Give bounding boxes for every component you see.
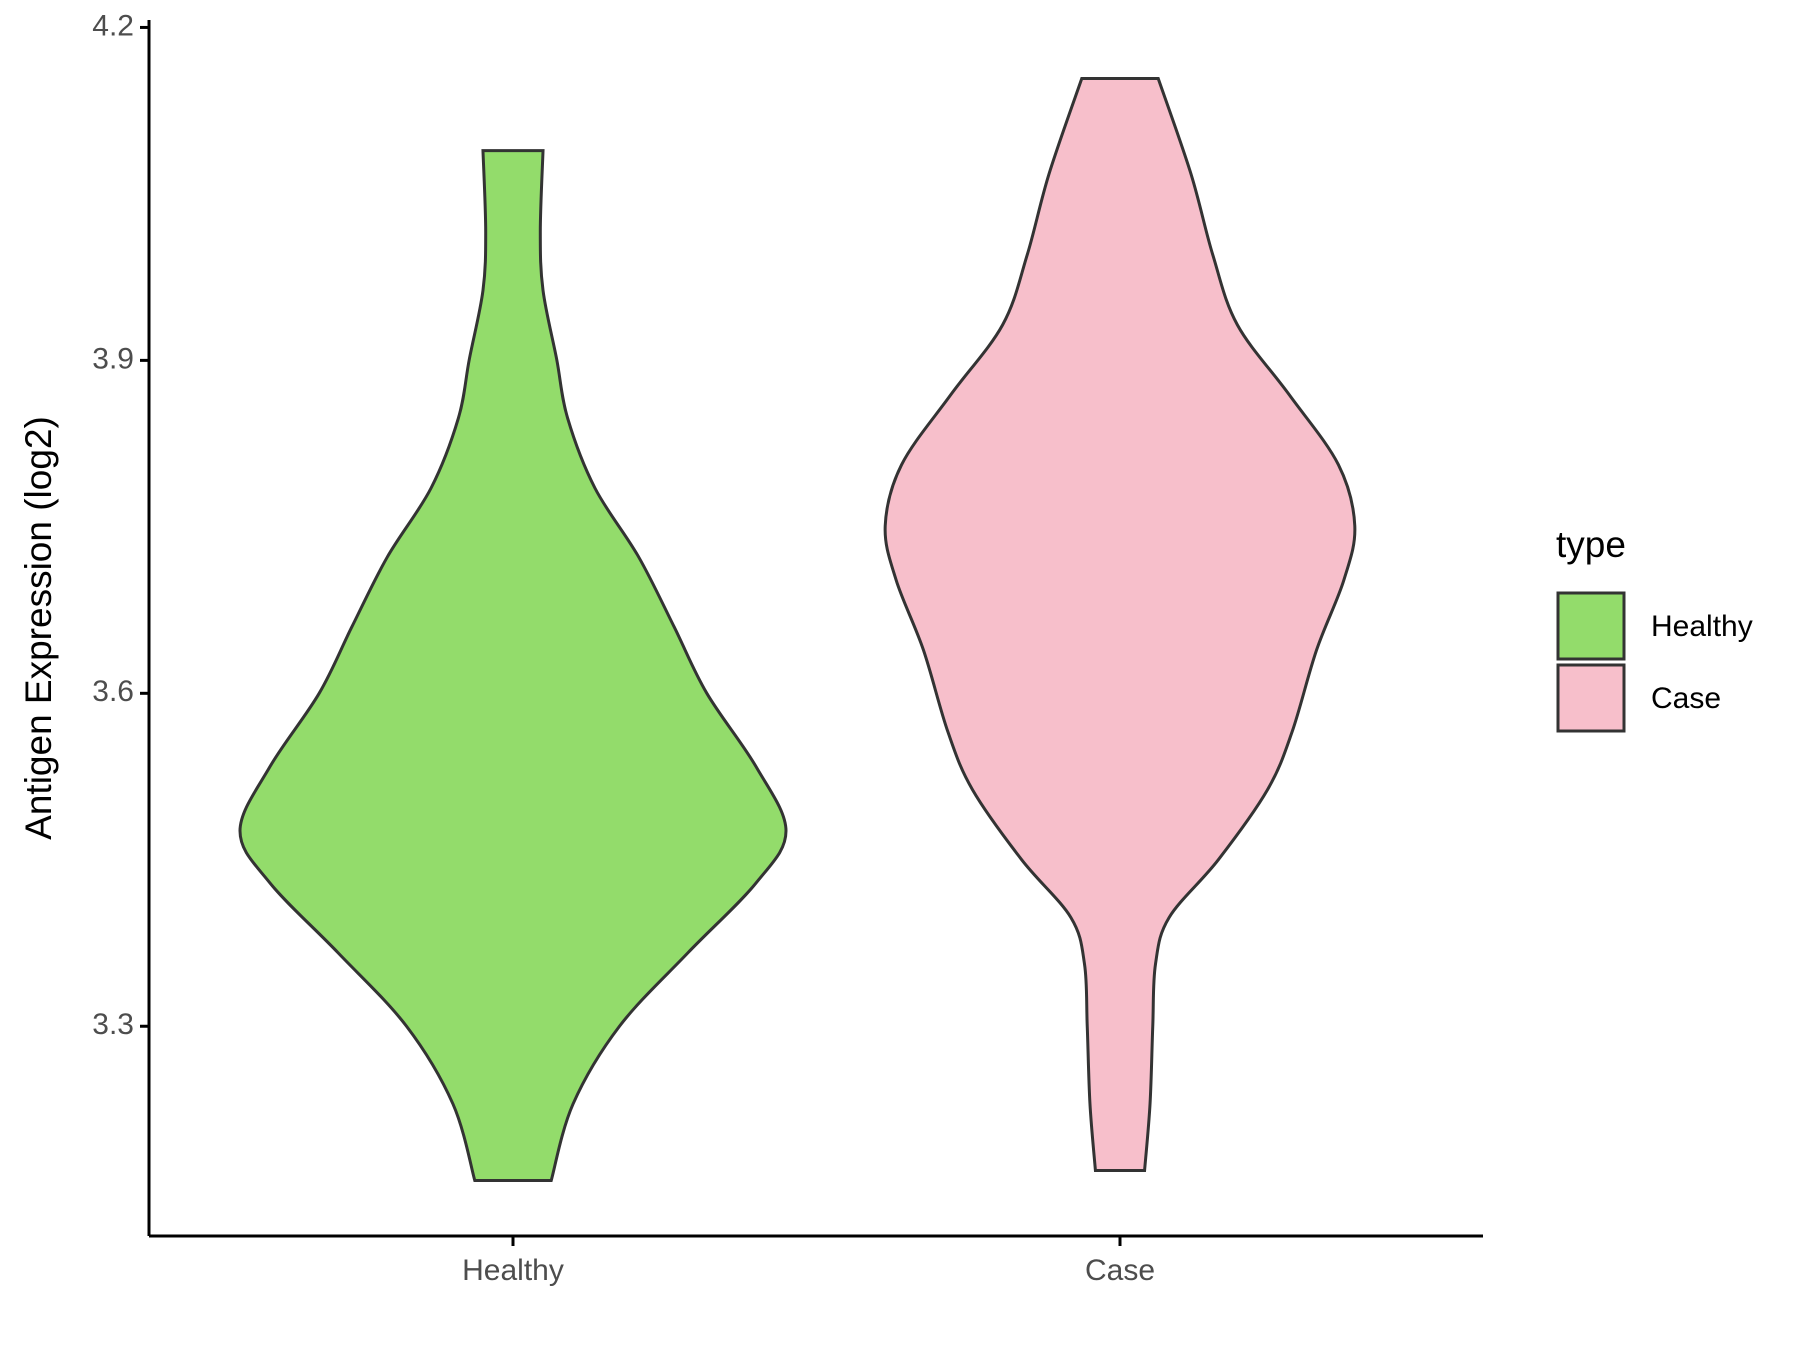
y-tick-label: 3.9 [92,342,134,375]
violin [238,149,788,1183]
x-tick-label: Healthy [462,1254,564,1287]
legend-key [1556,663,1626,733]
y-tick-label: 3.6 [92,675,134,708]
y-tick-label: 3.3 [92,1008,134,1041]
legend-label: Case [1651,682,1721,715]
legend-title: type [1556,524,1626,565]
legend-key [1556,591,1626,661]
legend-label: Healthy [1651,610,1753,643]
y-axis-title: Antigen Expression (log2) [18,416,59,840]
y-tick-label: 4.2 [92,9,134,42]
violin [883,76,1357,1173]
x-tick-label: Case [1085,1254,1155,1287]
